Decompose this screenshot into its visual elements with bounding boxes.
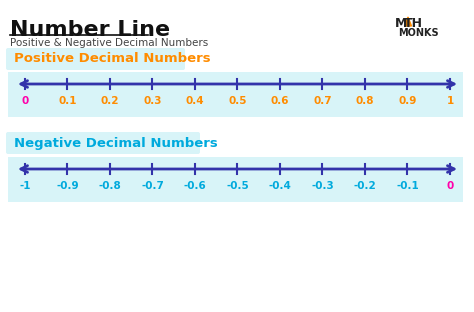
Text: Positive & Negative Decimal Numbers: Positive & Negative Decimal Numbers xyxy=(10,38,208,48)
Text: 0.3: 0.3 xyxy=(143,96,162,106)
Text: 0.4: 0.4 xyxy=(186,96,204,106)
FancyBboxPatch shape xyxy=(6,48,185,70)
Text: -0.5: -0.5 xyxy=(226,181,249,191)
Text: 0.7: 0.7 xyxy=(313,96,332,106)
Text: -0.6: -0.6 xyxy=(183,181,206,191)
Text: -1: -1 xyxy=(19,181,31,191)
Text: -0.8: -0.8 xyxy=(99,181,121,191)
FancyBboxPatch shape xyxy=(6,132,200,154)
FancyBboxPatch shape xyxy=(8,157,463,202)
Text: -0.7: -0.7 xyxy=(141,181,164,191)
Text: 0.8: 0.8 xyxy=(356,96,374,106)
Text: TH: TH xyxy=(404,17,423,30)
Text: Number Line: Number Line xyxy=(10,20,170,40)
Text: 0.9: 0.9 xyxy=(398,96,417,106)
FancyBboxPatch shape xyxy=(8,72,463,117)
Text: 0.2: 0.2 xyxy=(101,96,119,106)
Text: Positive Decimal Numbers: Positive Decimal Numbers xyxy=(14,52,210,66)
Text: -0.2: -0.2 xyxy=(354,181,376,191)
Text: 1: 1 xyxy=(447,96,454,106)
Text: -0.1: -0.1 xyxy=(396,181,419,191)
Text: Negative Decimal Numbers: Negative Decimal Numbers xyxy=(14,137,218,149)
Text: -0.9: -0.9 xyxy=(56,181,79,191)
Text: M: M xyxy=(395,17,407,30)
Text: MONKS: MONKS xyxy=(398,28,438,38)
Text: 0: 0 xyxy=(21,96,28,106)
Text: 0.6: 0.6 xyxy=(271,96,289,106)
Text: 0: 0 xyxy=(447,181,454,191)
Text: 0.5: 0.5 xyxy=(228,96,247,106)
Text: -0.3: -0.3 xyxy=(311,181,334,191)
Text: 0.1: 0.1 xyxy=(58,96,77,106)
Text: -0.4: -0.4 xyxy=(269,181,292,191)
Polygon shape xyxy=(404,17,411,26)
